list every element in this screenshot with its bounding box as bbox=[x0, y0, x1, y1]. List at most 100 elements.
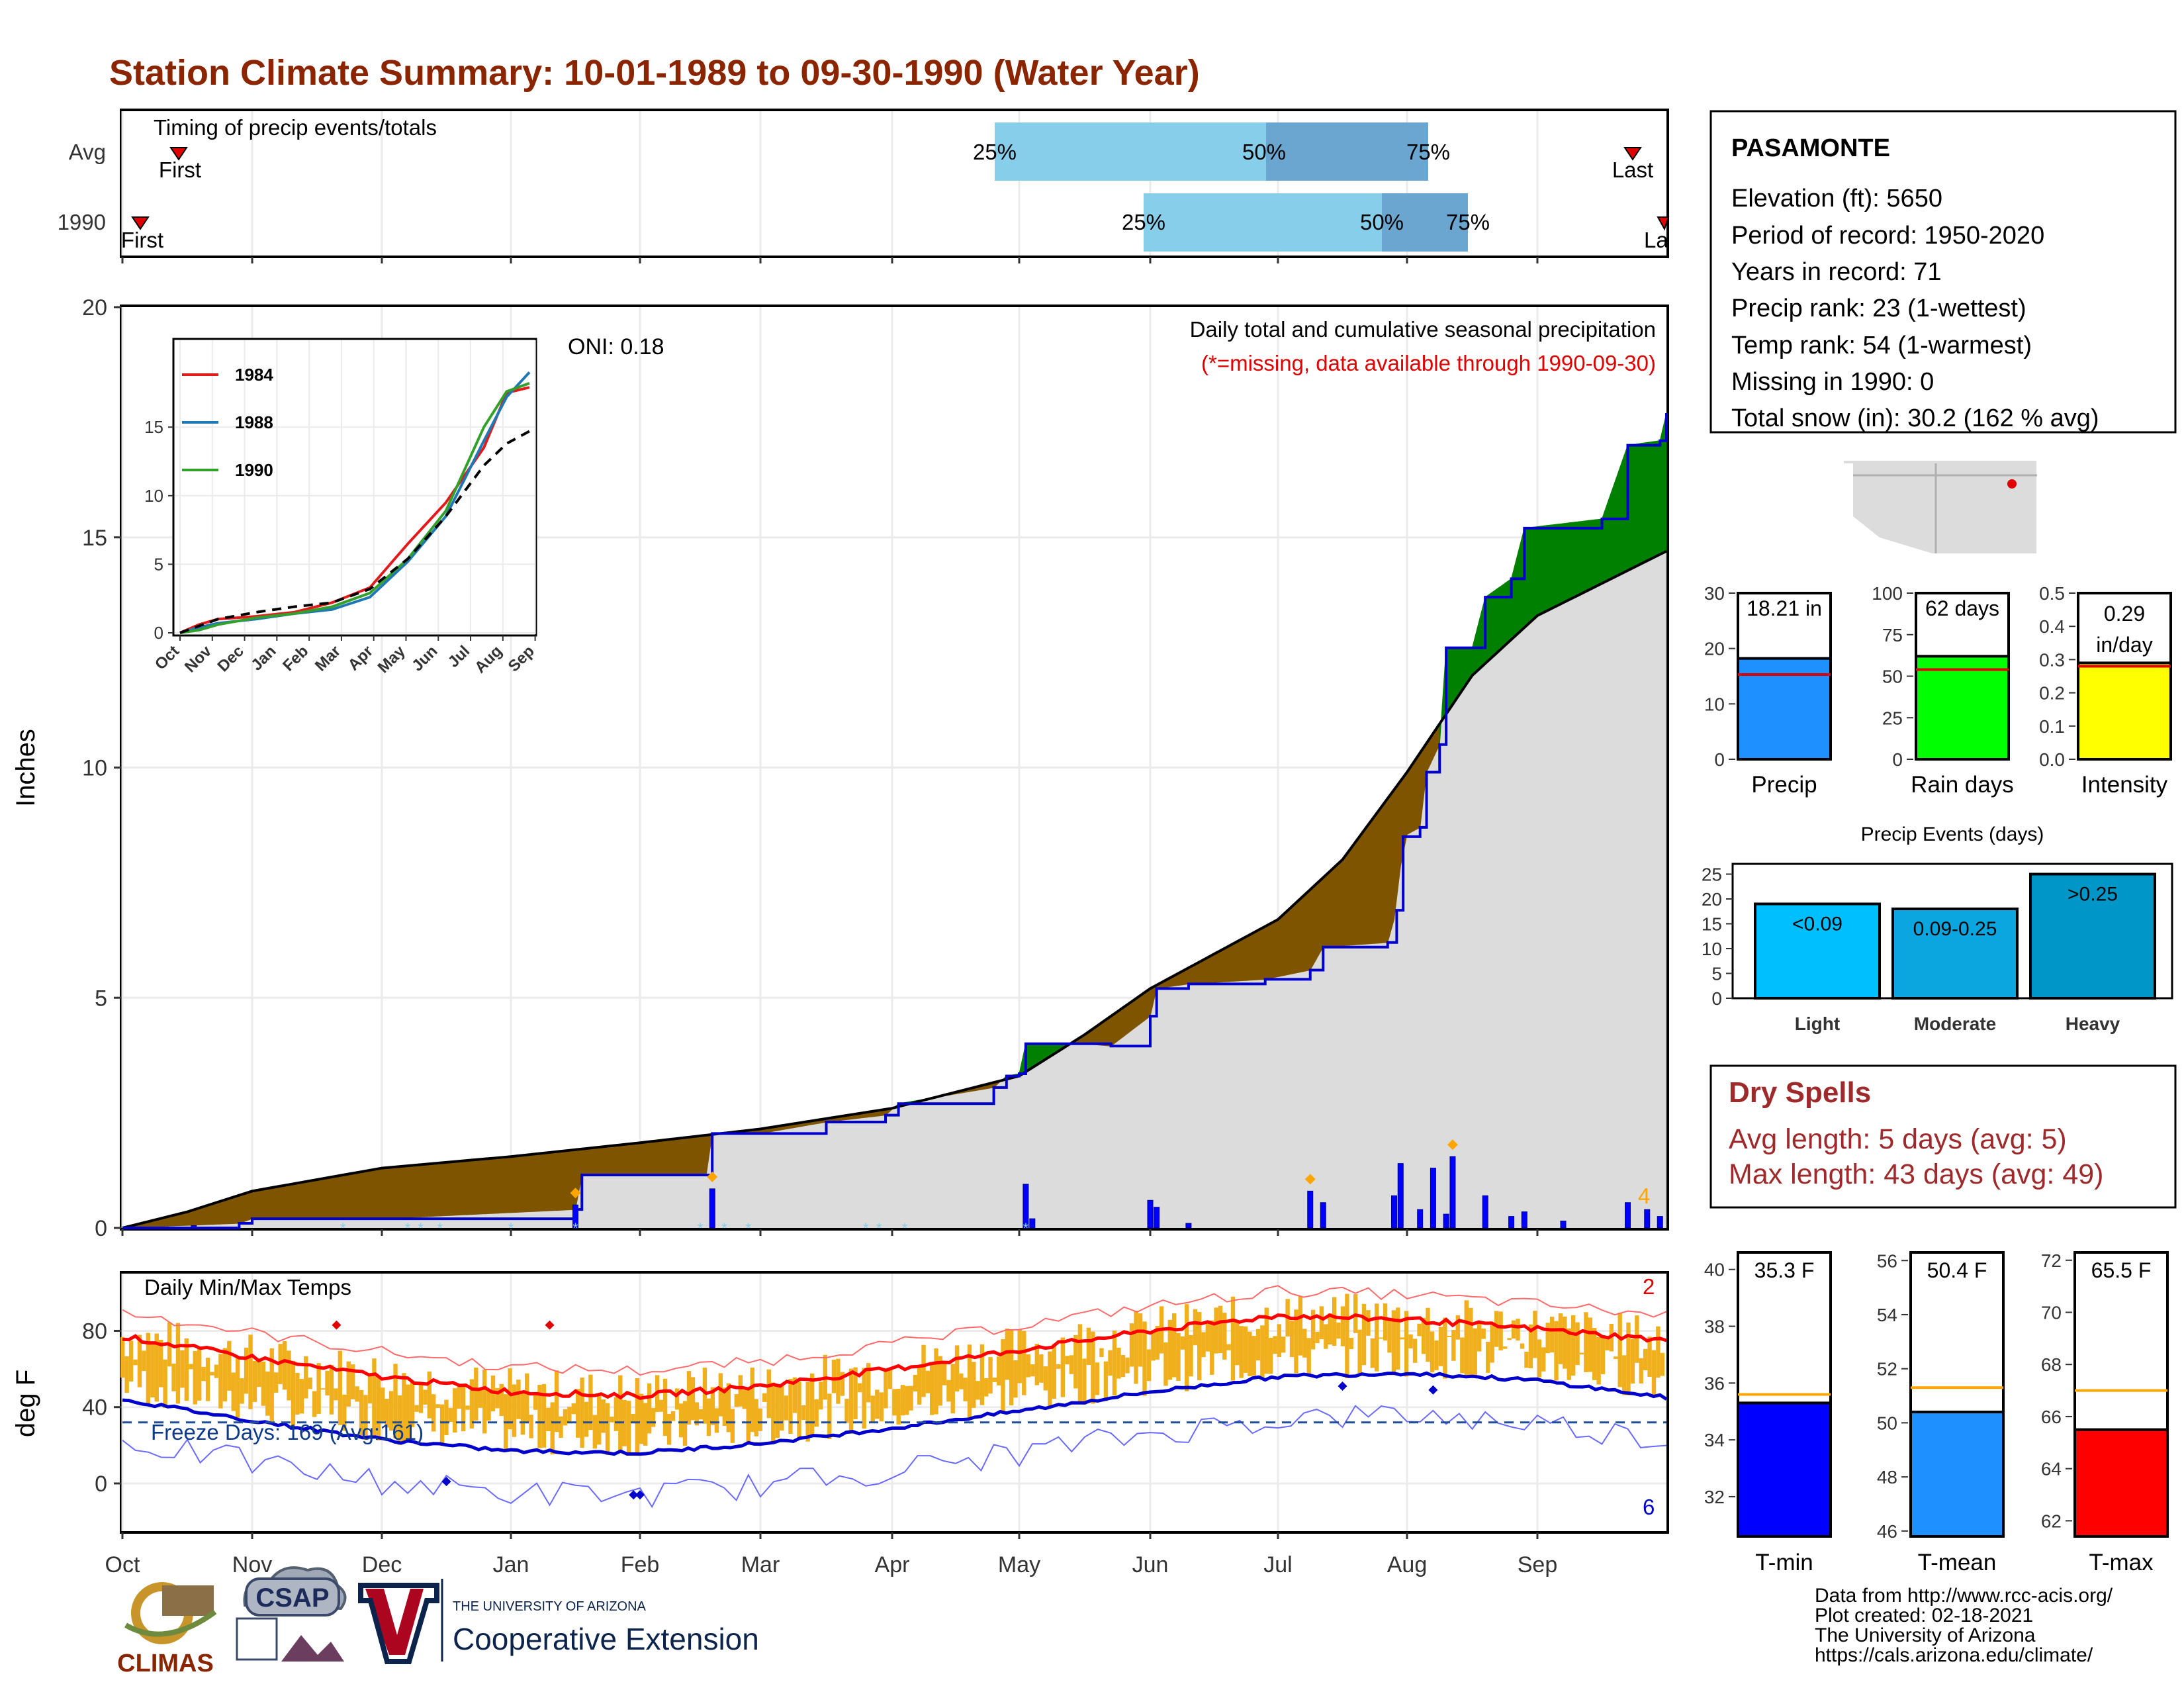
precip-departure-area bbox=[1608, 482, 1615, 581]
month-label: Aug bbox=[1387, 1552, 1428, 1577]
daily-temp-bar bbox=[1099, 1348, 1104, 1358]
record-high-marker bbox=[545, 1320, 555, 1330]
daily-temp-bar bbox=[432, 1394, 436, 1432]
daily-temp-bar bbox=[1230, 1296, 1236, 1381]
precip-departure-area bbox=[663, 1139, 670, 1176]
daily-temp-bar bbox=[1605, 1336, 1610, 1350]
daily-temp-bar bbox=[734, 1394, 739, 1407]
precip-departure-area bbox=[1368, 815, 1375, 945]
daily-temp-bar bbox=[963, 1378, 968, 1401]
temp-summary-ytick-label: 72 bbox=[2041, 1250, 2062, 1271]
daily-temp-bar bbox=[771, 1382, 776, 1444]
daily-temp-bar bbox=[979, 1344, 985, 1405]
daily-temp-bar bbox=[896, 1388, 901, 1425]
daily-temp-bar bbox=[1180, 1336, 1185, 1350]
daily-temp-bar bbox=[726, 1383, 731, 1432]
precip-departure-area bbox=[484, 1158, 492, 1215]
daily-temp-bar bbox=[533, 1394, 538, 1410]
daily-temp-bar bbox=[622, 1399, 627, 1446]
daily-temp-bar bbox=[730, 1409, 735, 1443]
daily-temp-bar bbox=[1298, 1295, 1303, 1356]
oni-label: ONI: 0.18 bbox=[568, 334, 664, 359]
daily-temp-bar bbox=[1189, 1335, 1193, 1377]
daily-precip-bar bbox=[1430, 1168, 1436, 1229]
daily-temp-bar bbox=[1065, 1356, 1069, 1365]
daily-temp-bar bbox=[350, 1364, 355, 1399]
precip-departure-area bbox=[291, 1182, 298, 1219]
daily-temp-bar bbox=[946, 1380, 951, 1402]
daily-temp-bar bbox=[376, 1376, 381, 1441]
daily-temp-bar bbox=[1120, 1354, 1126, 1378]
precip-departure-area bbox=[388, 1166, 395, 1219]
daily-temp-bar bbox=[831, 1359, 837, 1393]
daily-temp-bar bbox=[1451, 1330, 1456, 1361]
timing-1990-p50: 50% bbox=[1360, 210, 1404, 234]
daily-temp-bar bbox=[478, 1390, 482, 1408]
daily-temp-bar bbox=[486, 1389, 491, 1421]
inset-ytick-label: 5 bbox=[154, 554, 163, 574]
daily-temp-bar bbox=[959, 1373, 964, 1389]
daily-temp-bar bbox=[588, 1374, 593, 1430]
daily-temp-bar bbox=[1426, 1307, 1430, 1362]
timing-avg-first-label: First bbox=[159, 158, 201, 182]
daily-temp-bar bbox=[512, 1384, 517, 1437]
daily-precip-bar bbox=[1029, 1218, 1036, 1229]
precip-departure-area bbox=[1336, 859, 1343, 947]
timing-1990-50-75-bar bbox=[1382, 193, 1468, 252]
daily-temp-bar bbox=[124, 1356, 129, 1393]
daily-temp-bar bbox=[626, 1401, 631, 1456]
precip-ytick-label: 5 bbox=[95, 986, 107, 1011]
daily-temp-bar bbox=[853, 1367, 858, 1419]
summary-ytick-label: 0.0 bbox=[2039, 749, 2065, 770]
daily-temp-bar bbox=[929, 1364, 934, 1415]
daily-temp-bar bbox=[917, 1366, 922, 1405]
month-label: May bbox=[998, 1552, 1040, 1577]
daily-temp-bar bbox=[146, 1333, 151, 1404]
daily-temp-bar bbox=[722, 1387, 727, 1427]
precip-departure-area bbox=[657, 1139, 664, 1176]
precip-departure-area bbox=[362, 1170, 369, 1219]
footer-line-1: Data from http://www.rcc-acis.org/ bbox=[1815, 1585, 2113, 1607]
precip-departure-area bbox=[394, 1166, 402, 1219]
snow-day-marker: * bbox=[1023, 1220, 1029, 1237]
ua-small-text: THE UNIVERSITY OF ARIZONA bbox=[453, 1599, 647, 1614]
footer-credits: Data from http://www.rcc-acis.org/ Plot … bbox=[1815, 1585, 2113, 1666]
temp-ylabel: deg F bbox=[11, 1370, 40, 1437]
inset-series-line-1990 bbox=[179, 382, 530, 634]
timing-1990-25-50-bar bbox=[1144, 193, 1382, 252]
precip-departure-area bbox=[439, 1162, 447, 1217]
daily-temp-bar bbox=[1332, 1297, 1337, 1346]
cumulative-1990-line bbox=[122, 412, 1668, 1229]
daily-precip-bar bbox=[1307, 1190, 1314, 1229]
daily-temp-bar bbox=[1151, 1330, 1156, 1361]
precip-departure-area bbox=[251, 1190, 259, 1219]
snow-day-marker: * bbox=[437, 1220, 443, 1237]
daily-temp-bar bbox=[363, 1395, 368, 1440]
month-label: Sep bbox=[1518, 1552, 1558, 1577]
temp-summary-label: T-min bbox=[1755, 1550, 1813, 1575]
daily-temp-bar bbox=[762, 1393, 767, 1402]
inset-legend-label: 1984 bbox=[235, 365, 273, 385]
temp-title: Daily Min/Max Temps bbox=[144, 1275, 351, 1299]
snow-day-marker: * bbox=[508, 1220, 514, 1237]
record-low-marker bbox=[635, 1490, 645, 1500]
events-ytick-label: 25 bbox=[1702, 865, 1722, 885]
daily-temp-bar bbox=[710, 1387, 715, 1425]
precip-departure-area bbox=[700, 1135, 707, 1176]
daily-temp-bar bbox=[529, 1415, 533, 1438]
climas-logo: CLIMAS bbox=[117, 1582, 217, 1677]
daily-temp-bar bbox=[1626, 1322, 1631, 1395]
timing-avg-p75: 75% bbox=[1406, 140, 1450, 164]
inset-ytick-label: 15 bbox=[144, 417, 163, 437]
temp-summary-ytick-label: 52 bbox=[1877, 1359, 1897, 1380]
daily-temp-bar bbox=[631, 1414, 635, 1424]
daily-temp-bar bbox=[659, 1399, 664, 1412]
precip-departure-area bbox=[1329, 865, 1337, 947]
daily-temp-bar bbox=[308, 1378, 312, 1389]
precip-departure-area bbox=[1498, 583, 1506, 653]
precip-departure-area bbox=[330, 1176, 337, 1219]
precip-departure-area bbox=[523, 1154, 531, 1213]
daily-temp-bar bbox=[1243, 1326, 1248, 1373]
timing-1990-first-label: First bbox=[121, 228, 163, 252]
daily-precip-bar bbox=[1154, 1207, 1160, 1229]
